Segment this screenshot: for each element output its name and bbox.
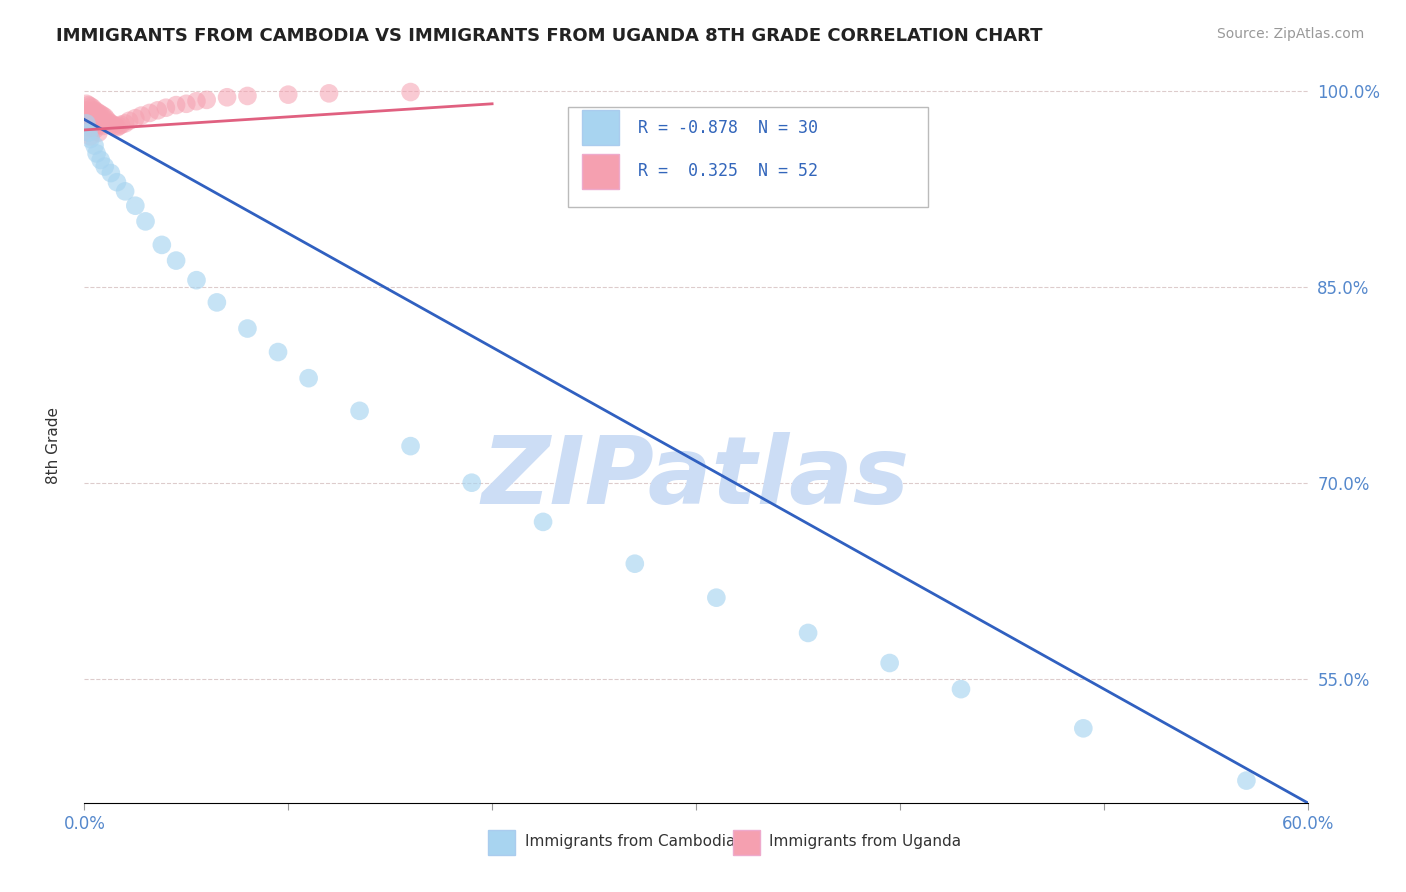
Point (77, 98, 100, 112)
Point (146, 103, 169, 118)
Point (83, 112, 105, 127)
Point (624, 557, 647, 571)
Point (97, 115, 120, 129)
Point (236, 321, 259, 335)
Point (399, 85, 422, 99)
Point (93, 160, 115, 174)
Text: Source: ZipAtlas.com: Source: ZipAtlas.com (1216, 27, 1364, 41)
Point (83, 103, 105, 118)
Point (165, 98, 187, 112)
Point (87, 126, 110, 140)
Point (104, 119, 127, 133)
Point (79, 132, 101, 146)
Point (531, 515, 554, 529)
Bar (488, 830, 515, 855)
Point (90, 153, 112, 167)
Text: 8th Grade: 8th Grade (46, 408, 60, 484)
Point (217, 90, 239, 104)
Point (174, 96, 197, 111)
Point (91, 109, 114, 123)
Point (150, 238, 173, 252)
Point (83, 138, 105, 153)
Point (87, 116, 110, 130)
Point (1236, 773, 1258, 788)
Point (79, 110, 101, 124)
FancyBboxPatch shape (568, 107, 928, 207)
Point (277, 87, 299, 102)
Point (82, 101, 104, 115)
Point (100, 166, 122, 180)
Point (950, 682, 973, 697)
Point (96, 112, 118, 127)
Point (79, 99, 101, 113)
Point (114, 185, 136, 199)
Point (1073, 722, 1095, 736)
Point (86, 115, 108, 129)
Point (82, 121, 104, 136)
Point (461, 475, 484, 490)
Text: R =  0.325  N = 52: R = 0.325 N = 52 (638, 162, 818, 180)
Point (186, 273, 208, 287)
Text: R = -0.878  N = 30: R = -0.878 N = 30 (638, 119, 818, 136)
Point (77, 126, 100, 140)
Point (195, 93, 218, 107)
Point (349, 404, 371, 418)
Point (87, 106, 110, 120)
Point (186, 94, 208, 108)
Point (75, 120, 97, 135)
Point (236, 89, 259, 103)
Point (879, 656, 901, 670)
Point (75, 112, 97, 127)
Point (205, 295, 228, 310)
Point (267, 345, 290, 359)
Point (318, 87, 340, 101)
Point (86, 104, 108, 119)
Point (91, 119, 114, 133)
Point (118, 113, 141, 128)
Point (138, 106, 160, 120)
Point (100, 116, 122, 130)
Point (90, 118, 112, 132)
Point (124, 199, 146, 213)
Point (79, 129, 101, 144)
Bar (733, 830, 759, 855)
Point (79, 119, 101, 133)
Text: IMMIGRANTS FROM CAMBODIA VS IMMIGRANTS FROM UGANDA 8TH GRADE CORRELATION CHART: IMMIGRANTS FROM CAMBODIA VS IMMIGRANTS F… (56, 27, 1043, 45)
Point (298, 371, 321, 385)
Point (75, 103, 97, 118)
Point (706, 591, 728, 605)
Point (77, 126, 100, 140)
Point (399, 439, 422, 453)
Point (77, 116, 100, 130)
Bar (582, 154, 619, 189)
Point (93, 110, 115, 124)
Point (155, 101, 177, 115)
Point (101, 118, 124, 132)
Text: Immigrants from Cambodia: Immigrants from Cambodia (524, 834, 735, 849)
Point (105, 120, 128, 135)
Point (114, 116, 136, 130)
Point (131, 109, 153, 123)
Bar (582, 111, 619, 145)
Point (135, 214, 157, 228)
Point (90, 107, 112, 121)
Point (86, 146, 108, 161)
Point (797, 626, 820, 640)
Point (77, 107, 100, 121)
Text: ZIPatlas: ZIPatlas (482, 432, 910, 524)
Point (110, 118, 132, 132)
Point (108, 119, 131, 133)
Text: Immigrants from Uganda: Immigrants from Uganda (769, 834, 962, 849)
Point (124, 111, 146, 125)
Point (82, 111, 104, 125)
Point (75, 116, 97, 130)
Point (105, 175, 128, 189)
Point (83, 123, 105, 137)
Point (75, 96, 97, 111)
Point (165, 253, 187, 268)
